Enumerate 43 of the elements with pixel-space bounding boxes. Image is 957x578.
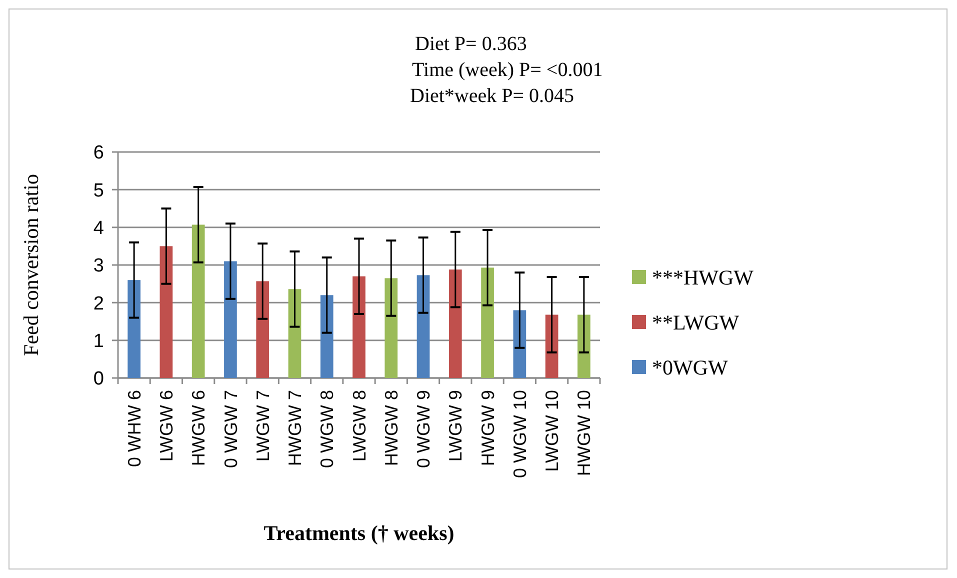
- y-tick-label: 1: [93, 330, 104, 352]
- bar: [160, 246, 173, 378]
- bar: [384, 278, 398, 378]
- x-tick-label: LWGW 9: [446, 390, 466, 462]
- x-tick-label: 0 WGW 10: [510, 390, 530, 478]
- bar: [352, 276, 366, 378]
- x-axis-title: Treatments († weeks): [264, 521, 454, 545]
- text: Diet P= 0.363: [415, 33, 527, 55]
- x-tick-label: 0 WGW 8: [317, 390, 338, 468]
- x-tick-label: 0 WHW 6: [124, 390, 144, 468]
- bar: [224, 261, 237, 378]
- bar: [448, 270, 462, 378]
- x-tick-label: LWGW 6: [156, 390, 176, 462]
- x-tick-label: 0 WGW 9: [414, 390, 434, 468]
- y-tick-label: 4: [93, 218, 104, 239]
- bar: [320, 295, 334, 378]
- legend-label: *0WGW: [652, 355, 728, 380]
- y-tick-label: 3: [93, 256, 104, 277]
- bar: [481, 268, 494, 378]
- bar: [513, 310, 526, 378]
- y-tick-label: 2: [93, 293, 104, 314]
- y-tick-label: 0: [93, 368, 104, 390]
- bar: [288, 289, 302, 378]
- y-axis-title: Feed conversion ratio: [19, 174, 43, 356]
- bar: [128, 280, 140, 378]
- x-tick-label: 0 WGW 7: [220, 390, 241, 468]
- x-tick-label: HWGW 6: [188, 390, 209, 466]
- x-tick-label: LWGW 7: [252, 390, 273, 462]
- x-tick-label: LWGW 8: [349, 390, 370, 462]
- x-tick-label: HWGW 10: [574, 390, 594, 476]
- y-tick-label: 5: [93, 180, 104, 202]
- text: Diet*week P= 0.045: [410, 85, 574, 107]
- x-tick-label: HWGW 9: [478, 390, 498, 466]
- bar: [256, 281, 270, 378]
- x-tick-label: HWGW 8: [381, 390, 402, 466]
- text: Time (week) P= <0.001: [412, 59, 603, 81]
- y-tick-label: 6: [93, 142, 104, 164]
- bar: [192, 224, 205, 378]
- bar: [416, 275, 430, 378]
- x-tick-label: HWGW 7: [285, 390, 306, 466]
- legend-label: ***HWGW: [652, 265, 754, 290]
- x-tick-label: LWGW 10: [542, 390, 562, 472]
- legend-label: **LWGW: [652, 310, 740, 334]
